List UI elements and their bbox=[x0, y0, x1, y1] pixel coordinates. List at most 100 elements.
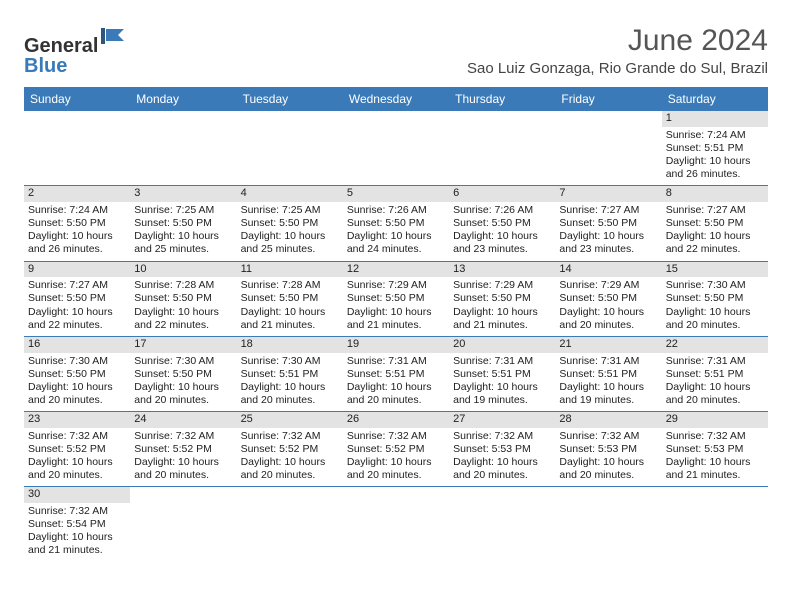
day-cell: 29Sunrise: 7:32 AMSunset: 5:53 PMDayligh… bbox=[662, 412, 768, 486]
daylight-text: Daylight: 10 hours and 20 minutes. bbox=[28, 381, 126, 407]
day-number: 2 bbox=[24, 186, 130, 202]
day-cell: 9Sunrise: 7:27 AMSunset: 5:50 PMDaylight… bbox=[24, 262, 130, 336]
sunset-text: Sunset: 5:53 PM bbox=[666, 443, 764, 456]
sunset-text: Sunset: 5:50 PM bbox=[347, 217, 445, 230]
sunrise-text: Sunrise: 7:32 AM bbox=[28, 505, 126, 518]
sunset-text: Sunset: 5:53 PM bbox=[559, 443, 657, 456]
header-row: General Blue June 2024 Sao Luiz Gonzaga,… bbox=[24, 24, 768, 77]
day-cell: 6Sunrise: 7:26 AMSunset: 5:50 PMDaylight… bbox=[449, 186, 555, 260]
sunrise-text: Sunrise: 7:31 AM bbox=[453, 355, 551, 368]
sunset-text: Sunset: 5:51 PM bbox=[453, 368, 551, 381]
day-cell bbox=[449, 487, 555, 561]
day-number: 6 bbox=[449, 186, 555, 202]
sunset-text: Sunset: 5:52 PM bbox=[241, 443, 339, 456]
day-cell: 28Sunrise: 7:32 AMSunset: 5:53 PMDayligh… bbox=[555, 412, 661, 486]
sunrise-text: Sunrise: 7:30 AM bbox=[666, 279, 764, 292]
daylight-text: Daylight: 10 hours and 21 minutes. bbox=[28, 531, 126, 557]
day-cell: 14Sunrise: 7:29 AMSunset: 5:50 PMDayligh… bbox=[555, 262, 661, 336]
sunset-text: Sunset: 5:50 PM bbox=[666, 217, 764, 230]
sunrise-text: Sunrise: 7:32 AM bbox=[453, 430, 551, 443]
day-number: 5 bbox=[343, 186, 449, 202]
day-cell: 8 Sunrise: 7:27 AMSunset: 5:50 PMDaylight… bbox=[662, 186, 768, 260]
sunrise-text: Sunrise: 7:29 AM bbox=[453, 279, 551, 292]
sunset-text: Sunset: 5:50 PM bbox=[559, 217, 657, 230]
dayhead-mon: Monday bbox=[130, 87, 236, 111]
daylight-text: Daylight: 10 hours and 20 minutes. bbox=[28, 456, 126, 482]
sunrise-text: Sunrise: 7:31 AM bbox=[666, 355, 764, 368]
daylight-text: Daylight: 10 hours and 23 minutes. bbox=[559, 230, 657, 256]
day-number: 8 bbox=[662, 186, 768, 202]
day-cell: 3Sunrise: 7:25 AMSunset: 5:50 PMDaylight… bbox=[130, 186, 236, 260]
day-number: 9 bbox=[24, 262, 130, 278]
sunrise-text: Sunrise: 7:29 AM bbox=[559, 279, 657, 292]
day-number: 4 bbox=[237, 186, 343, 202]
sunset-text: Sunset: 5:50 PM bbox=[134, 217, 232, 230]
sunset-text: Sunset: 5:54 PM bbox=[28, 518, 126, 531]
sunset-text: Sunset: 5:50 PM bbox=[347, 292, 445, 305]
day-cell: 11Sunrise: 7:28 AMSunset: 5:50 PMDayligh… bbox=[237, 262, 343, 336]
day-number: 15 bbox=[662, 262, 768, 278]
daylight-text: Daylight: 10 hours and 20 minutes. bbox=[241, 456, 339, 482]
sunset-text: Sunset: 5:50 PM bbox=[453, 292, 551, 305]
day-cell bbox=[24, 111, 130, 185]
sunrise-text: Sunrise: 7:28 AM bbox=[134, 279, 232, 292]
sunset-text: Sunset: 5:50 PM bbox=[28, 368, 126, 381]
sunset-text: Sunset: 5:51 PM bbox=[559, 368, 657, 381]
sunset-text: Sunset: 5:50 PM bbox=[28, 292, 126, 305]
day-number: 17 bbox=[130, 337, 236, 353]
day-header-row: Sunday Monday Tuesday Wednesday Thursday… bbox=[24, 87, 768, 111]
sunset-text: Sunset: 5:50 PM bbox=[241, 292, 339, 305]
daylight-text: Daylight: 10 hours and 21 minutes. bbox=[453, 306, 551, 332]
logo-line1: General bbox=[24, 35, 98, 57]
sunrise-text: Sunrise: 7:32 AM bbox=[347, 430, 445, 443]
daylight-text: Daylight: 10 hours and 22 minutes. bbox=[666, 230, 764, 256]
sunrise-text: Sunrise: 7:30 AM bbox=[134, 355, 232, 368]
day-cell: 27Sunrise: 7:32 AMSunset: 5:53 PMDayligh… bbox=[449, 412, 555, 486]
sunset-text: Sunset: 5:51 PM bbox=[666, 142, 764, 155]
daylight-text: Daylight: 10 hours and 20 minutes. bbox=[347, 381, 445, 407]
sunrise-text: Sunrise: 7:27 AM bbox=[28, 279, 126, 292]
sunrise-text: Sunrise: 7:30 AM bbox=[241, 355, 339, 368]
sunrise-text: Sunrise: 7:32 AM bbox=[134, 430, 232, 443]
daylight-text: Daylight: 10 hours and 21 minutes. bbox=[666, 456, 764, 482]
week-row: 30Sunrise: 7:32 AMSunset: 5:54 PMDayligh… bbox=[24, 487, 768, 561]
sunrise-text: Sunrise: 7:27 AM bbox=[666, 204, 764, 217]
day-cell: 4Sunrise: 7:25 AMSunset: 5:50 PMDaylight… bbox=[237, 186, 343, 260]
title-block: June 2024 Sao Luiz Gonzaga, Rio Grande d… bbox=[467, 24, 768, 77]
daylight-text: Daylight: 10 hours and 21 minutes. bbox=[241, 306, 339, 332]
day-cell: 12Sunrise: 7:29 AMSunset: 5:50 PMDayligh… bbox=[343, 262, 449, 336]
day-number: 25 bbox=[237, 412, 343, 428]
day-cell bbox=[555, 111, 661, 185]
day-number: 10 bbox=[130, 262, 236, 278]
sunset-text: Sunset: 5:52 PM bbox=[347, 443, 445, 456]
sunset-text: Sunset: 5:52 PM bbox=[28, 443, 126, 456]
flag-icon bbox=[100, 26, 126, 46]
sunrise-text: Sunrise: 7:31 AM bbox=[559, 355, 657, 368]
day-number: 11 bbox=[237, 262, 343, 278]
calendar-page: General Blue June 2024 Sao Luiz Gonzaga,… bbox=[0, 0, 792, 562]
day-number: 19 bbox=[343, 337, 449, 353]
day-cell: 5Sunrise: 7:26 AMSunset: 5:50 PMDaylight… bbox=[343, 186, 449, 260]
day-cell: 30Sunrise: 7:32 AMSunset: 5:54 PMDayligh… bbox=[24, 487, 130, 561]
day-cell bbox=[237, 487, 343, 561]
sunset-text: Sunset: 5:50 PM bbox=[134, 368, 232, 381]
sunrise-text: Sunrise: 7:28 AM bbox=[241, 279, 339, 292]
day-number: 3 bbox=[130, 186, 236, 202]
sunrise-text: Sunrise: 7:24 AM bbox=[28, 204, 126, 217]
day-cell: 24Sunrise: 7:32 AMSunset: 5:52 PMDayligh… bbox=[130, 412, 236, 486]
logo: General Blue bbox=[24, 32, 126, 76]
sunset-text: Sunset: 5:50 PM bbox=[134, 292, 232, 305]
daylight-text: Daylight: 10 hours and 26 minutes. bbox=[28, 230, 126, 256]
day-cell: 16Sunrise: 7:30 AMSunset: 5:50 PMDayligh… bbox=[24, 337, 130, 411]
day-cell: 10Sunrise: 7:28 AMSunset: 5:50 PMDayligh… bbox=[130, 262, 236, 336]
sunrise-text: Sunrise: 7:26 AM bbox=[453, 204, 551, 217]
month-title: June 2024 bbox=[467, 24, 768, 58]
day-number: 16 bbox=[24, 337, 130, 353]
sunrise-text: Sunrise: 7:29 AM bbox=[347, 279, 445, 292]
daylight-text: Daylight: 10 hours and 20 minutes. bbox=[453, 456, 551, 482]
day-number: 24 bbox=[130, 412, 236, 428]
daylight-text: Daylight: 10 hours and 20 minutes. bbox=[666, 306, 764, 332]
day-number: 23 bbox=[24, 412, 130, 428]
day-cell: 2Sunrise: 7:24 AMSunset: 5:50 PMDaylight… bbox=[24, 186, 130, 260]
daylight-text: Daylight: 10 hours and 20 minutes. bbox=[559, 306, 657, 332]
